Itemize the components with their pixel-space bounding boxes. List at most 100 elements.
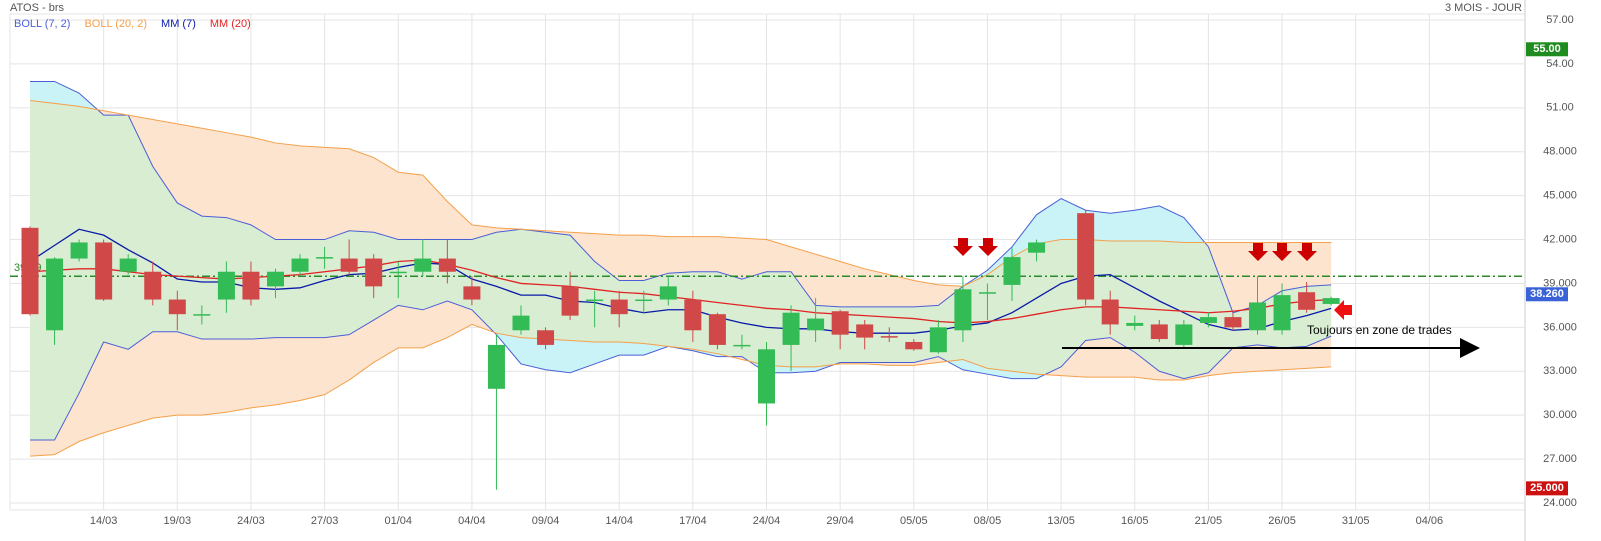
candle-body — [586, 299, 604, 302]
chart-subtitle: 3 MOIS - JOUR — [1445, 2, 1522, 14]
candle-body — [144, 271, 162, 300]
candle-body — [168, 299, 186, 315]
candle-body — [978, 292, 996, 294]
candle-body — [1028, 242, 1046, 253]
y-tick-label: 30.000 — [1543, 409, 1577, 421]
candle-body — [561, 286, 579, 316]
y-tick-label: 54.00 — [1546, 58, 1574, 70]
legend-entry: BOLL (7, 2) — [14, 18, 70, 30]
x-tick-label: 16/05 — [1121, 515, 1149, 527]
candle-body — [463, 286, 481, 300]
price-marker-label: 25.000 — [1530, 482, 1564, 494]
candle-body — [1101, 299, 1119, 325]
candle-body — [537, 330, 555, 345]
x-tick-label: 24/03 — [237, 515, 265, 527]
price-marker — [1526, 42, 1568, 57]
candle-body — [807, 318, 825, 331]
y-tick-label: 27.000 — [1543, 453, 1577, 465]
candle-body — [267, 271, 284, 287]
candle-body — [487, 344, 505, 389]
arrows — [953, 238, 1352, 320]
candle-body — [365, 258, 383, 287]
candle-body — [1298, 292, 1316, 310]
price-marker-label: 38.260 — [1530, 288, 1564, 300]
candle-body — [782, 312, 800, 345]
candle-body — [1322, 298, 1340, 304]
candle-body — [316, 257, 334, 259]
x-tick-label: 01/04 — [384, 515, 412, 527]
candle-body — [1273, 295, 1291, 331]
candle-body — [1175, 324, 1193, 345]
candle-body — [1150, 324, 1168, 340]
band-line — [29, 99, 1332, 287]
x-tick-label: 17/04 — [679, 515, 707, 527]
candle-body — [1199, 317, 1217, 323]
band-overlap-fill — [30, 100, 1332, 441]
price-marker — [1526, 481, 1568, 496]
candle-body — [733, 344, 751, 347]
candle-body — [119, 258, 137, 272]
candle-body — [46, 258, 64, 331]
x-tick-label: 24/04 — [753, 515, 781, 527]
x-tick-label: 19/03 — [164, 515, 192, 527]
candle-body — [1077, 213, 1095, 300]
candle-body — [291, 258, 309, 272]
candle-body — [389, 271, 407, 274]
candle-body — [512, 315, 530, 331]
legend-entry: MM (20) — [210, 18, 251, 30]
x-tick-label: 21/05 — [1195, 515, 1223, 527]
candle-body — [635, 299, 653, 302]
y-tick-label: 39.000 — [1543, 277, 1577, 289]
x-tick-label: 27/03 — [311, 515, 339, 527]
x-tick-label: 14/04 — [605, 515, 633, 527]
candle-body — [414, 258, 432, 272]
price-marker — [1526, 287, 1568, 302]
candle-body — [1126, 322, 1144, 326]
annotation: Toujours en zone de trades — [1307, 323, 1452, 337]
y-tick-label: 36.000 — [1543, 321, 1577, 333]
candle-body — [684, 299, 702, 331]
x-tick-label: 09/04 — [532, 515, 560, 527]
candle-body — [242, 271, 260, 300]
candle-body — [758, 349, 775, 404]
x-tick-label: 13/05 — [1047, 515, 1075, 527]
candle-body — [856, 324, 874, 338]
candle-body — [831, 311, 849, 335]
y-tick-label: 24.000 — [1543, 497, 1577, 509]
band-line — [29, 323, 1332, 457]
candle-body — [929, 327, 947, 353]
y-tick-label: 45.000 — [1543, 190, 1577, 202]
candle-body — [880, 336, 898, 338]
candle-body — [1249, 302, 1266, 331]
candle-body — [340, 258, 358, 272]
x-tick-label: 08/05 — [974, 515, 1002, 527]
band-line — [30, 300, 1332, 441]
candle-body — [217, 271, 235, 300]
x-tick-label: 05/05 — [900, 515, 928, 527]
price-marker-label: 55.00 — [1533, 43, 1561, 55]
candle-body — [438, 258, 456, 272]
candle-body — [193, 314, 211, 316]
y-tick-label: 33.000 — [1543, 365, 1577, 377]
y-tick-label: 48.000 — [1543, 146, 1577, 158]
x-tick-label: 29/04 — [826, 515, 854, 527]
candle-body — [610, 299, 628, 315]
candle-body — [70, 242, 88, 259]
x-tick-label: 31/05 — [1342, 515, 1370, 527]
x-tick-label: 26/05 — [1268, 515, 1296, 527]
candle-body — [954, 289, 972, 331]
candle-body — [1224, 317, 1242, 328]
candle-body — [1003, 257, 1021, 285]
x-tick-label: 04/04 — [458, 515, 486, 527]
x-tick-label: 14/03 — [90, 515, 118, 527]
candle-body — [708, 314, 726, 345]
band-line — [30, 80, 1332, 314]
candle-body — [905, 341, 923, 350]
candle-body — [659, 286, 677, 300]
candle-body — [95, 242, 113, 300]
candle-body — [21, 227, 39, 315]
y-tick-label: 42.000 — [1543, 233, 1577, 245]
legend-entry: MM (7) — [161, 18, 196, 30]
